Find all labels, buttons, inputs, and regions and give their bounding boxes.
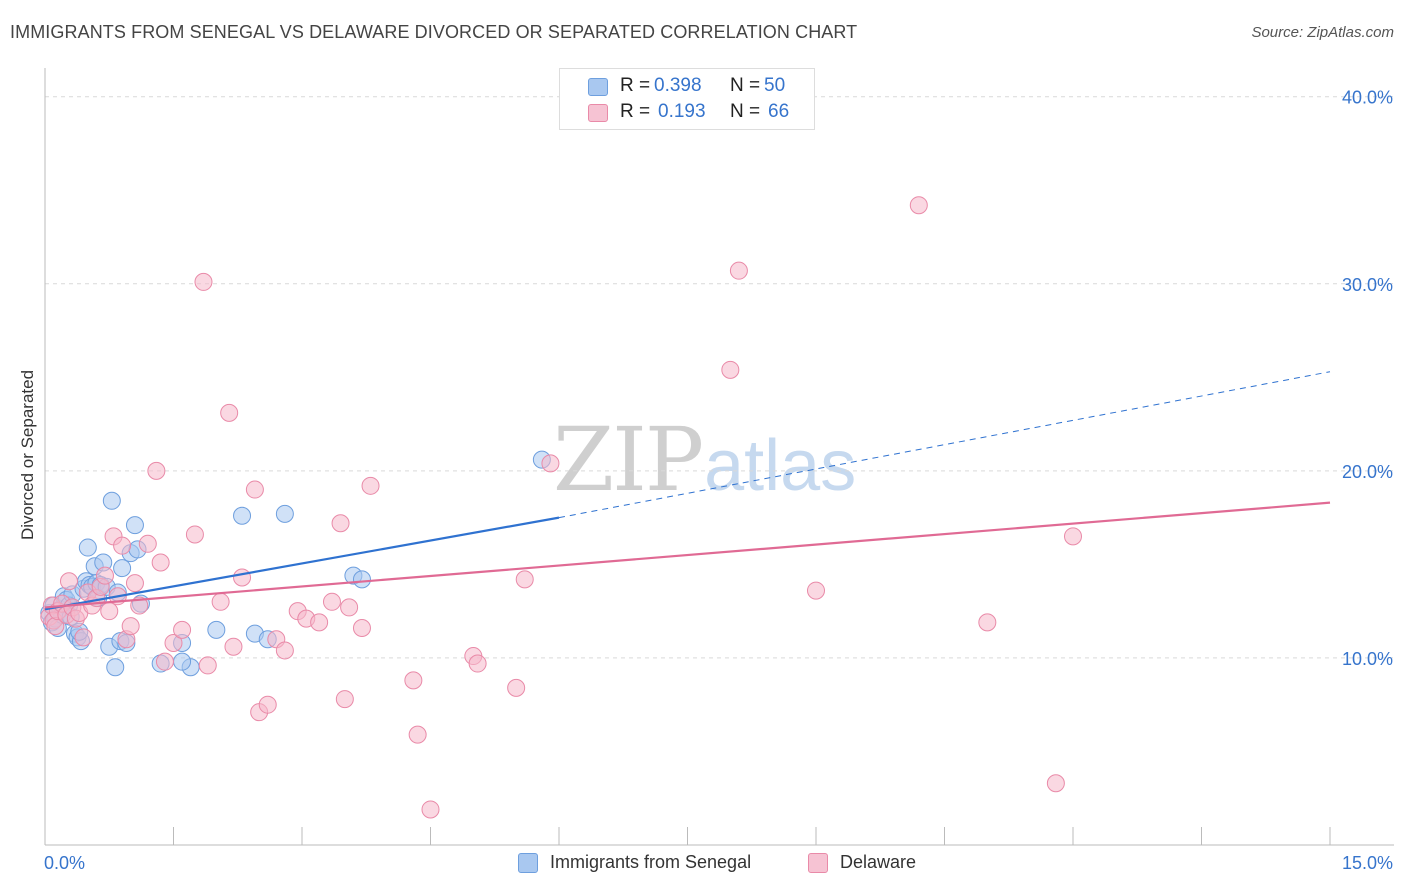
data-point	[130, 596, 149, 615]
data-point	[331, 514, 350, 533]
legend-swatch-senegal	[588, 78, 608, 96]
data-point	[468, 654, 487, 673]
data-point	[352, 618, 371, 637]
legend-item-delaware[interactable]: Delaware	[808, 852, 916, 873]
legend-n-label: N =	[730, 75, 761, 96]
data-point	[224, 637, 243, 656]
data-point	[102, 491, 121, 510]
legend-n-value: 50	[764, 75, 786, 96]
trend-line-pink	[44, 501, 1331, 609]
data-point	[125, 574, 144, 593]
data-point	[515, 570, 534, 589]
legend-r-value: 0.398	[654, 75, 702, 96]
data-point	[1064, 527, 1082, 546]
legend-n-value: 66	[768, 101, 790, 122]
data-point	[275, 641, 294, 660]
data-point	[507, 678, 526, 697]
trend-lines	[44, 371, 1331, 611]
data-point	[245, 480, 264, 499]
data-point	[194, 272, 213, 291]
data-point	[220, 403, 239, 422]
data-point	[113, 536, 132, 555]
y-tick-label: 40.0%	[1342, 88, 1393, 108]
legend-label-senegal: Immigrants from Senegal	[550, 852, 752, 872]
data-point	[138, 534, 157, 553]
series-delaware-points	[40, 196, 1082, 819]
data-point	[258, 695, 277, 714]
data-point	[95, 566, 114, 585]
data-point	[78, 538, 97, 557]
data-point	[978, 613, 997, 632]
legend-swatch-senegal	[518, 852, 538, 873]
data-point	[173, 652, 192, 671]
data-point	[173, 620, 192, 639]
data-point	[147, 461, 166, 480]
data-point	[807, 581, 825, 600]
legend-item-senegal[interactable]: Immigrants from Senegal	[518, 852, 751, 873]
data-point	[322, 592, 341, 611]
data-point	[721, 360, 740, 379]
y-tick-label: 30.0%	[1342, 275, 1393, 295]
data-point	[310, 613, 329, 632]
trend-line-blue	[44, 516, 560, 611]
data-point	[404, 671, 423, 690]
y-tick-label: 10.0%	[1342, 649, 1393, 669]
data-point	[151, 553, 170, 572]
legend-label-delaware: Delaware	[840, 852, 917, 872]
data-point	[361, 476, 380, 495]
data-point	[909, 196, 928, 215]
data-point	[275, 504, 294, 523]
data-point	[408, 725, 427, 744]
data-point	[113, 559, 132, 578]
trend-line-extension-blue	[558, 371, 1331, 519]
data-point	[74, 628, 93, 647]
legend-r-label: R =	[620, 101, 651, 122]
legend-n-label: N =	[730, 101, 761, 122]
data-point	[164, 633, 183, 652]
source-label: Source: ZipAtlas.com	[1251, 24, 1394, 41]
data-point	[106, 658, 125, 677]
chart-title: IMMIGRANTS FROM SENEGAL VS DELAWARE DIVO…	[10, 22, 858, 42]
data-point	[125, 516, 144, 535]
x-tick-label: 15.0%	[1342, 853, 1393, 873]
legend-r-value: 0.193	[658, 101, 706, 122]
data-point	[335, 690, 354, 709]
data-point	[233, 506, 252, 525]
data-point	[352, 570, 371, 589]
x-tick-label: 0.0%	[44, 853, 85, 873]
data-point	[155, 652, 174, 671]
data-point	[1046, 774, 1065, 793]
y-axis-label: Divorced or Separated	[18, 369, 37, 541]
axes	[44, 68, 1394, 846]
data-point	[729, 261, 748, 280]
series-legend: Immigrants from Senegal Delaware	[0, 852, 1406, 878]
tick-labels: 10.0% 20.0% 30.0% 40.0% 0.0% 15.0%	[44, 88, 1393, 873]
legend-r-label: R =	[620, 75, 651, 96]
series-senegal-points	[40, 450, 551, 677]
legend-swatch-delaware	[588, 104, 608, 122]
data-point	[198, 656, 217, 675]
correlation-legend: R = 0.398 N = 50 R = 0.193 N = 66	[559, 68, 815, 130]
data-point	[233, 568, 252, 587]
legend-swatch-delaware	[808, 852, 828, 873]
data-point	[59, 572, 78, 591]
data-point	[121, 617, 140, 636]
data-point	[185, 525, 204, 544]
data-point	[211, 592, 230, 611]
data-point	[100, 602, 119, 621]
data-point	[207, 620, 226, 639]
data-point	[421, 800, 440, 819]
data-point	[541, 454, 560, 473]
data-point	[340, 598, 359, 617]
y-tick-label: 20.0%	[1342, 462, 1393, 482]
